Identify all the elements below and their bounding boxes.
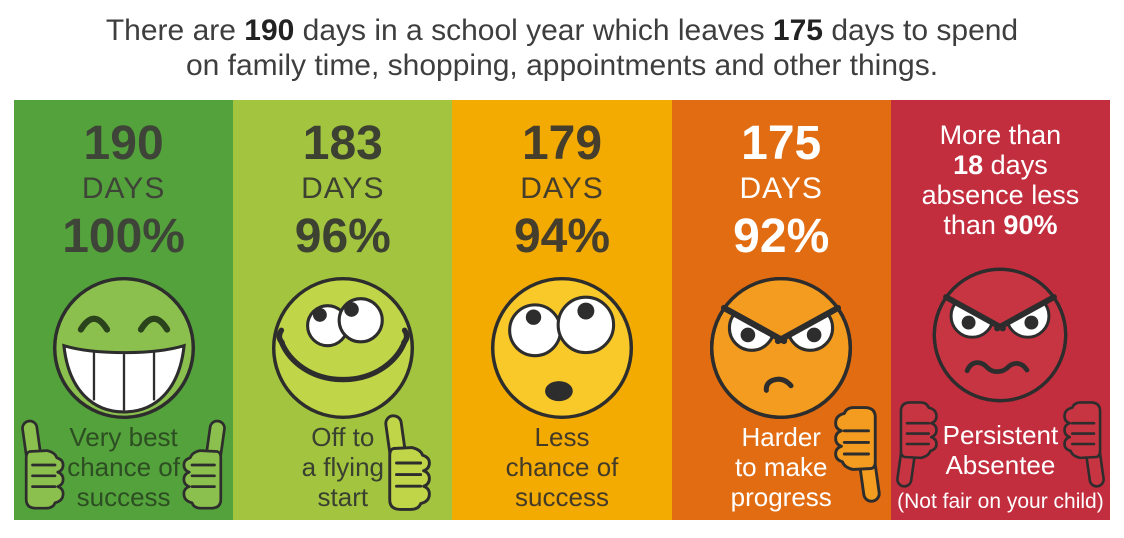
attendance-scale: 190 DAYS 100% Very best chance of succes… <box>14 100 1111 520</box>
panel-caption: Very best chance of success <box>67 422 180 512</box>
absence-statement: More than 18 days absence less than 90% <box>921 120 1080 240</box>
title-line-2: on family time, shopping, appointments a… <box>185 49 939 82</box>
days-number: 190 <box>83 117 164 170</box>
days-label: DAYS <box>739 172 823 205</box>
percent-value: 96% <box>294 210 391 263</box>
days-label: DAYS <box>81 172 166 205</box>
percent-value: 92% <box>733 210 830 263</box>
percent-value: 94% <box>513 210 611 263</box>
panel-175-days: 175 DAYS 92% <box>671 100 891 520</box>
panel-caption: Persistent Absentee <box>942 420 1059 480</box>
panel-caption: Off to a flying start <box>301 422 384 512</box>
days-number: 175 <box>741 117 822 170</box>
panel-persistent-absentee: More than 18 days absence less than 90% <box>890 100 1111 520</box>
panel-190-days: 190 DAYS 100% Very best chance of succes… <box>14 100 234 520</box>
poster-title: There are 190 days in a school year whic… <box>0 0 1124 100</box>
days-number: 179 <box>521 117 603 170</box>
smile-face-icon <box>266 271 420 425</box>
furious-face-icon <box>927 262 1073 408</box>
big-grin-face-icon <box>47 271 201 425</box>
panel-subcaption: (Not fair on your child) <box>897 490 1104 513</box>
panel-caption: Harder to make progress <box>730 422 832 512</box>
percent-value: 100% <box>62 210 185 263</box>
worried-face-icon <box>485 271 639 425</box>
days-label: DAYS <box>301 172 385 205</box>
panel-caption: Less chance of success <box>505 422 619 512</box>
days-label: DAYS <box>520 172 604 205</box>
panel-183-days: 183 DAYS 96% Off to a flying start <box>233 100 453 520</box>
title-line-1: There are 190 days in a school year whic… <box>105 14 1019 47</box>
panel-179-days: 179 DAYS 94% Less chance of success <box>452 100 672 520</box>
days-number: 183 <box>302 117 383 170</box>
angry-face-icon <box>704 271 858 425</box>
